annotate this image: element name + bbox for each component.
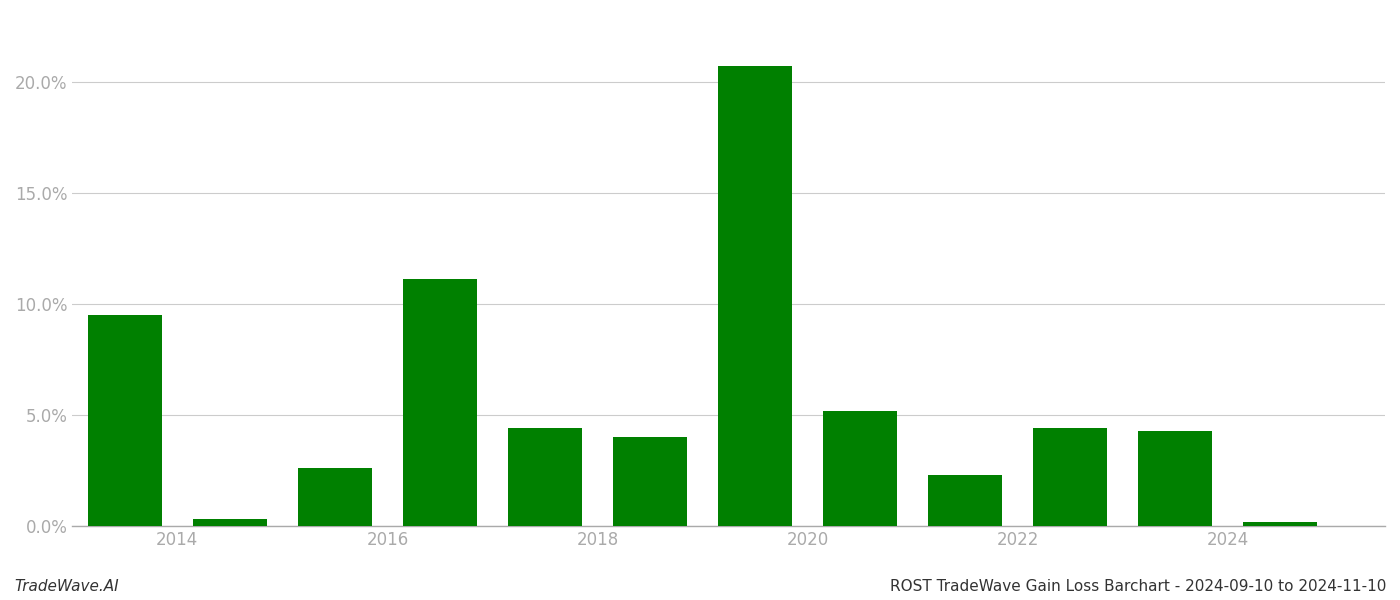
Bar: [613, 437, 686, 526]
Bar: [1243, 521, 1317, 526]
Bar: [718, 66, 791, 526]
Bar: [928, 475, 1002, 526]
Text: TradeWave.AI: TradeWave.AI: [14, 579, 119, 594]
Bar: [298, 469, 371, 526]
Bar: [1138, 431, 1212, 526]
Bar: [88, 315, 161, 526]
Bar: [823, 410, 896, 526]
Text: ROST TradeWave Gain Loss Barchart - 2024-09-10 to 2024-11-10: ROST TradeWave Gain Loss Barchart - 2024…: [889, 579, 1386, 594]
Bar: [193, 520, 266, 526]
Bar: [403, 280, 476, 526]
Bar: [508, 428, 581, 526]
Bar: [1033, 428, 1107, 526]
